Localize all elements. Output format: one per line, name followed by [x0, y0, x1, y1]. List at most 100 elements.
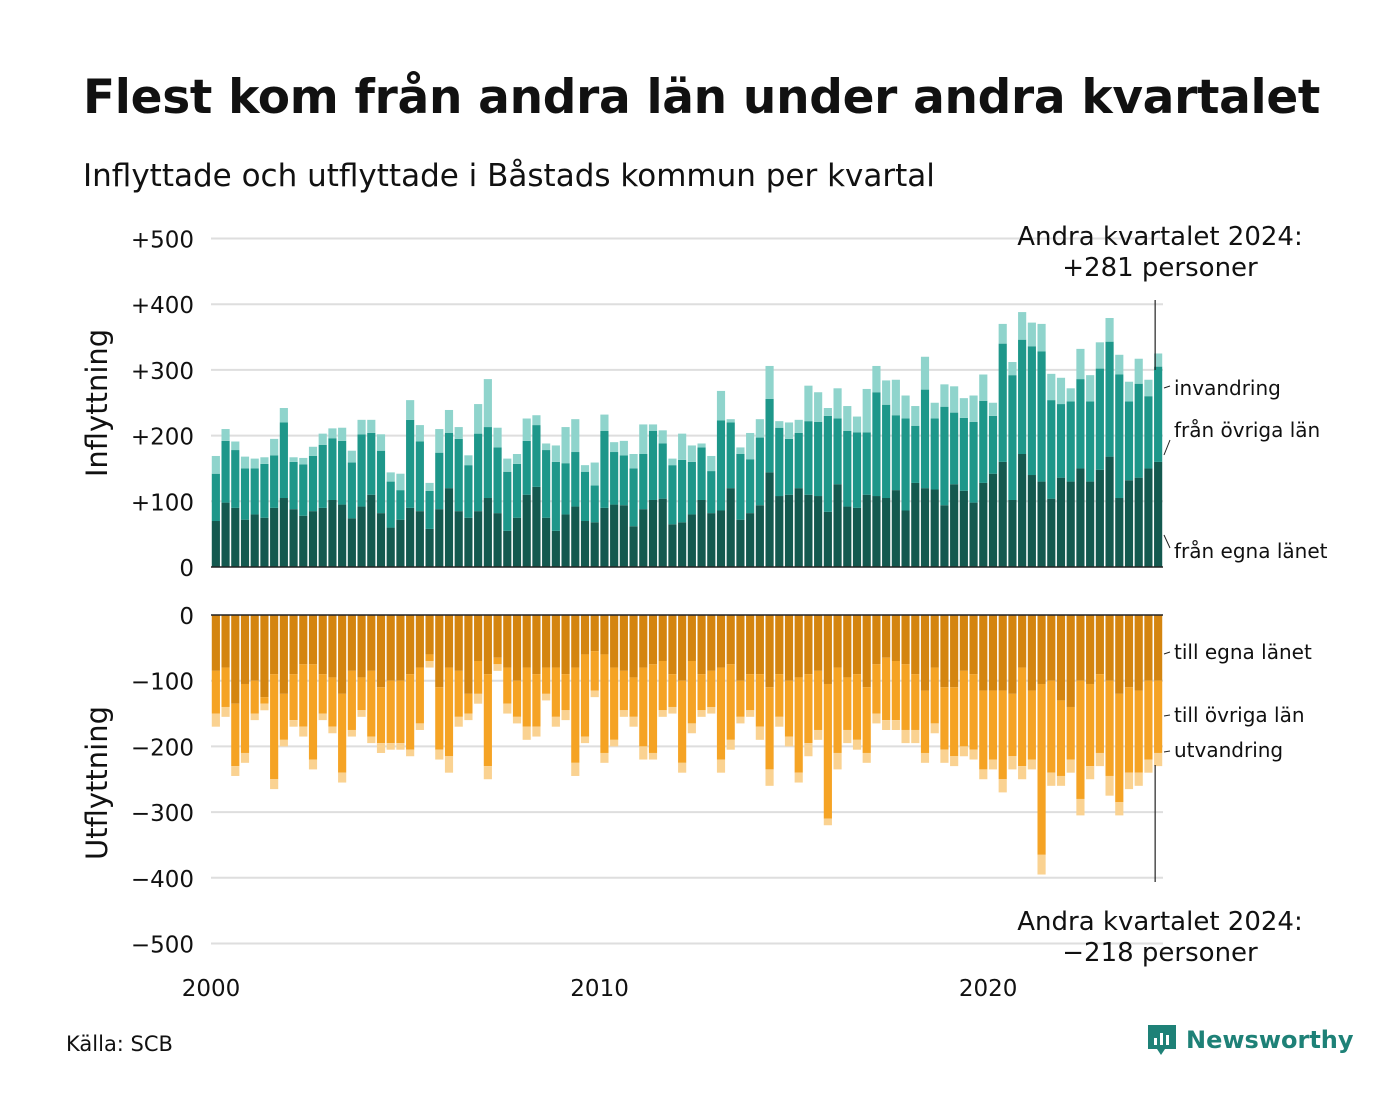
- bar-segment: [328, 677, 337, 727]
- bar-segment: [1086, 683, 1095, 767]
- bar-segment: [444, 409, 454, 433]
- bar-segment: [551, 615, 560, 668]
- bar-segment: [872, 365, 881, 393]
- bar-segment: [1154, 680, 1163, 753]
- bar-segment: [639, 615, 648, 668]
- bar-segment: [804, 494, 813, 567]
- bar-segment: [338, 615, 347, 694]
- bar-segment: [347, 615, 356, 671]
- bar-segment: [726, 615, 735, 665]
- bar-segment: [503, 703, 512, 714]
- bar-segment: [221, 706, 230, 717]
- bar-segment: [1154, 461, 1163, 567]
- bar-segment: [639, 746, 648, 760]
- bar-segment: [1018, 615, 1027, 668]
- bar-segment: [610, 452, 619, 505]
- bar-segment: [1086, 401, 1095, 482]
- bar-segment: [444, 756, 454, 773]
- bar-segment: [707, 615, 716, 671]
- bar-segment: [959, 417, 968, 491]
- bar-segment: [930, 667, 939, 724]
- bar-segment: [454, 511, 463, 567]
- bar-segment: [969, 421, 978, 503]
- bar-segment: [1144, 759, 1153, 773]
- bar-segment: [571, 452, 580, 507]
- bar-segment: [930, 402, 939, 419]
- bar-segment: [823, 683, 832, 819]
- bar-segment: [668, 465, 677, 525]
- y-tick-label: −200: [131, 735, 194, 761]
- bar-segment: [648, 499, 658, 567]
- bar-segment: [493, 664, 502, 671]
- bar-segment: [687, 445, 696, 462]
- bar-segment: [911, 482, 920, 567]
- bar-segment: [367, 419, 376, 433]
- bar-segment: [930, 723, 939, 734]
- bar-segment: [1115, 693, 1124, 803]
- bar-segment: [1047, 615, 1056, 681]
- bar-segment: [512, 454, 522, 464]
- label-leader-line: [1163, 651, 1171, 655]
- bar-segment: [619, 505, 628, 567]
- series-labels: invandring från övriga län från egna länet…: [1163, 376, 1328, 762]
- bar-segment: [920, 389, 930, 489]
- bar-segment: [784, 736, 794, 747]
- y-tick-label: −300: [131, 801, 194, 827]
- bar-segment: [250, 514, 259, 567]
- bar-segment: [746, 674, 755, 711]
- bar-segment: [338, 440, 347, 505]
- bar-segment: [726, 419, 735, 423]
- bar-segment: [1144, 615, 1153, 681]
- page-title: Flest kom från andra län under andra kva…: [83, 70, 1321, 125]
- bar-segment: [1037, 615, 1046, 684]
- bar-segment: [746, 513, 755, 567]
- bar-segment: [707, 670, 716, 707]
- outflow-bars: [211, 615, 1163, 875]
- bar-segment: [746, 710, 755, 717]
- bar-segment: [250, 680, 259, 714]
- bar-segment: [726, 664, 735, 740]
- bar-segment: [347, 670, 356, 730]
- bar-segment: [891, 615, 900, 661]
- bar-segment: [775, 615, 784, 675]
- bar-segment: [1056, 477, 1066, 567]
- bar-segment: [1037, 481, 1046, 567]
- bar-segment: [270, 455, 279, 508]
- bar-segment: [1018, 312, 1027, 340]
- bar-segment: [590, 651, 599, 691]
- bar-segment: [542, 517, 551, 568]
- bar-segment: [823, 818, 832, 826]
- label-leader-line: [1163, 534, 1171, 549]
- bar-segment: [338, 693, 347, 773]
- bar-segment: [979, 615, 988, 691]
- bar-segment: [998, 461, 1007, 567]
- bar-segment: [415, 723, 424, 730]
- label-leader-line: [1163, 714, 1171, 717]
- bar-segment: [1076, 468, 1085, 567]
- bar-segment: [1115, 374, 1124, 499]
- bar-segment: [746, 432, 755, 460]
- bar-segment: [542, 450, 551, 518]
- bar-segment: [697, 710, 706, 717]
- bar-segment: [1027, 615, 1036, 691]
- bar-segment: [464, 517, 473, 568]
- bar-segment: [1056, 775, 1066, 786]
- bar-segment: [561, 615, 570, 675]
- bar-segment: [794, 432, 803, 489]
- bar-segment: [804, 385, 813, 422]
- bar-segment: [1008, 615, 1017, 694]
- bar-segment: [610, 739, 619, 747]
- bar-segment: [454, 716, 463, 727]
- bar-segment: [610, 504, 619, 567]
- bar-segment: [561, 427, 570, 464]
- bar-segment: [250, 615, 259, 681]
- bar-segment: [600, 431, 609, 508]
- bar-segment: [338, 772, 347, 783]
- bar-segment: [658, 615, 667, 661]
- bar-segment: [668, 458, 677, 466]
- bar-segment: [969, 674, 978, 750]
- bar-segment: [882, 404, 891, 499]
- bar-segment: [299, 664, 308, 727]
- bar-segment: [270, 438, 279, 456]
- bar-segment: [852, 615, 862, 675]
